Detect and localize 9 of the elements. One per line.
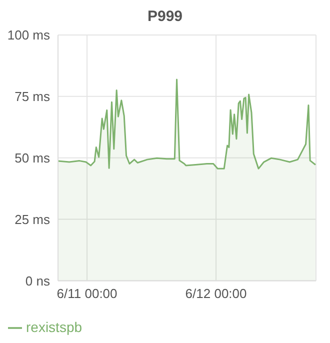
chart-title: P999	[147, 8, 183, 25]
x-tick-label: 6/11 00:00	[56, 286, 118, 301]
y-tick-label: 75 ms	[14, 89, 50, 104]
y-tick-label: 0 ns	[25, 273, 50, 288]
legend-label: rexistspb	[26, 318, 82, 335]
y-tick-label: 25 ms	[14, 212, 50, 227]
x-tick-label: 6/12 00:00	[185, 286, 247, 301]
y-tick-label: 50 ms	[14, 150, 50, 166]
y-tick-label: 100 ms	[7, 28, 50, 43]
